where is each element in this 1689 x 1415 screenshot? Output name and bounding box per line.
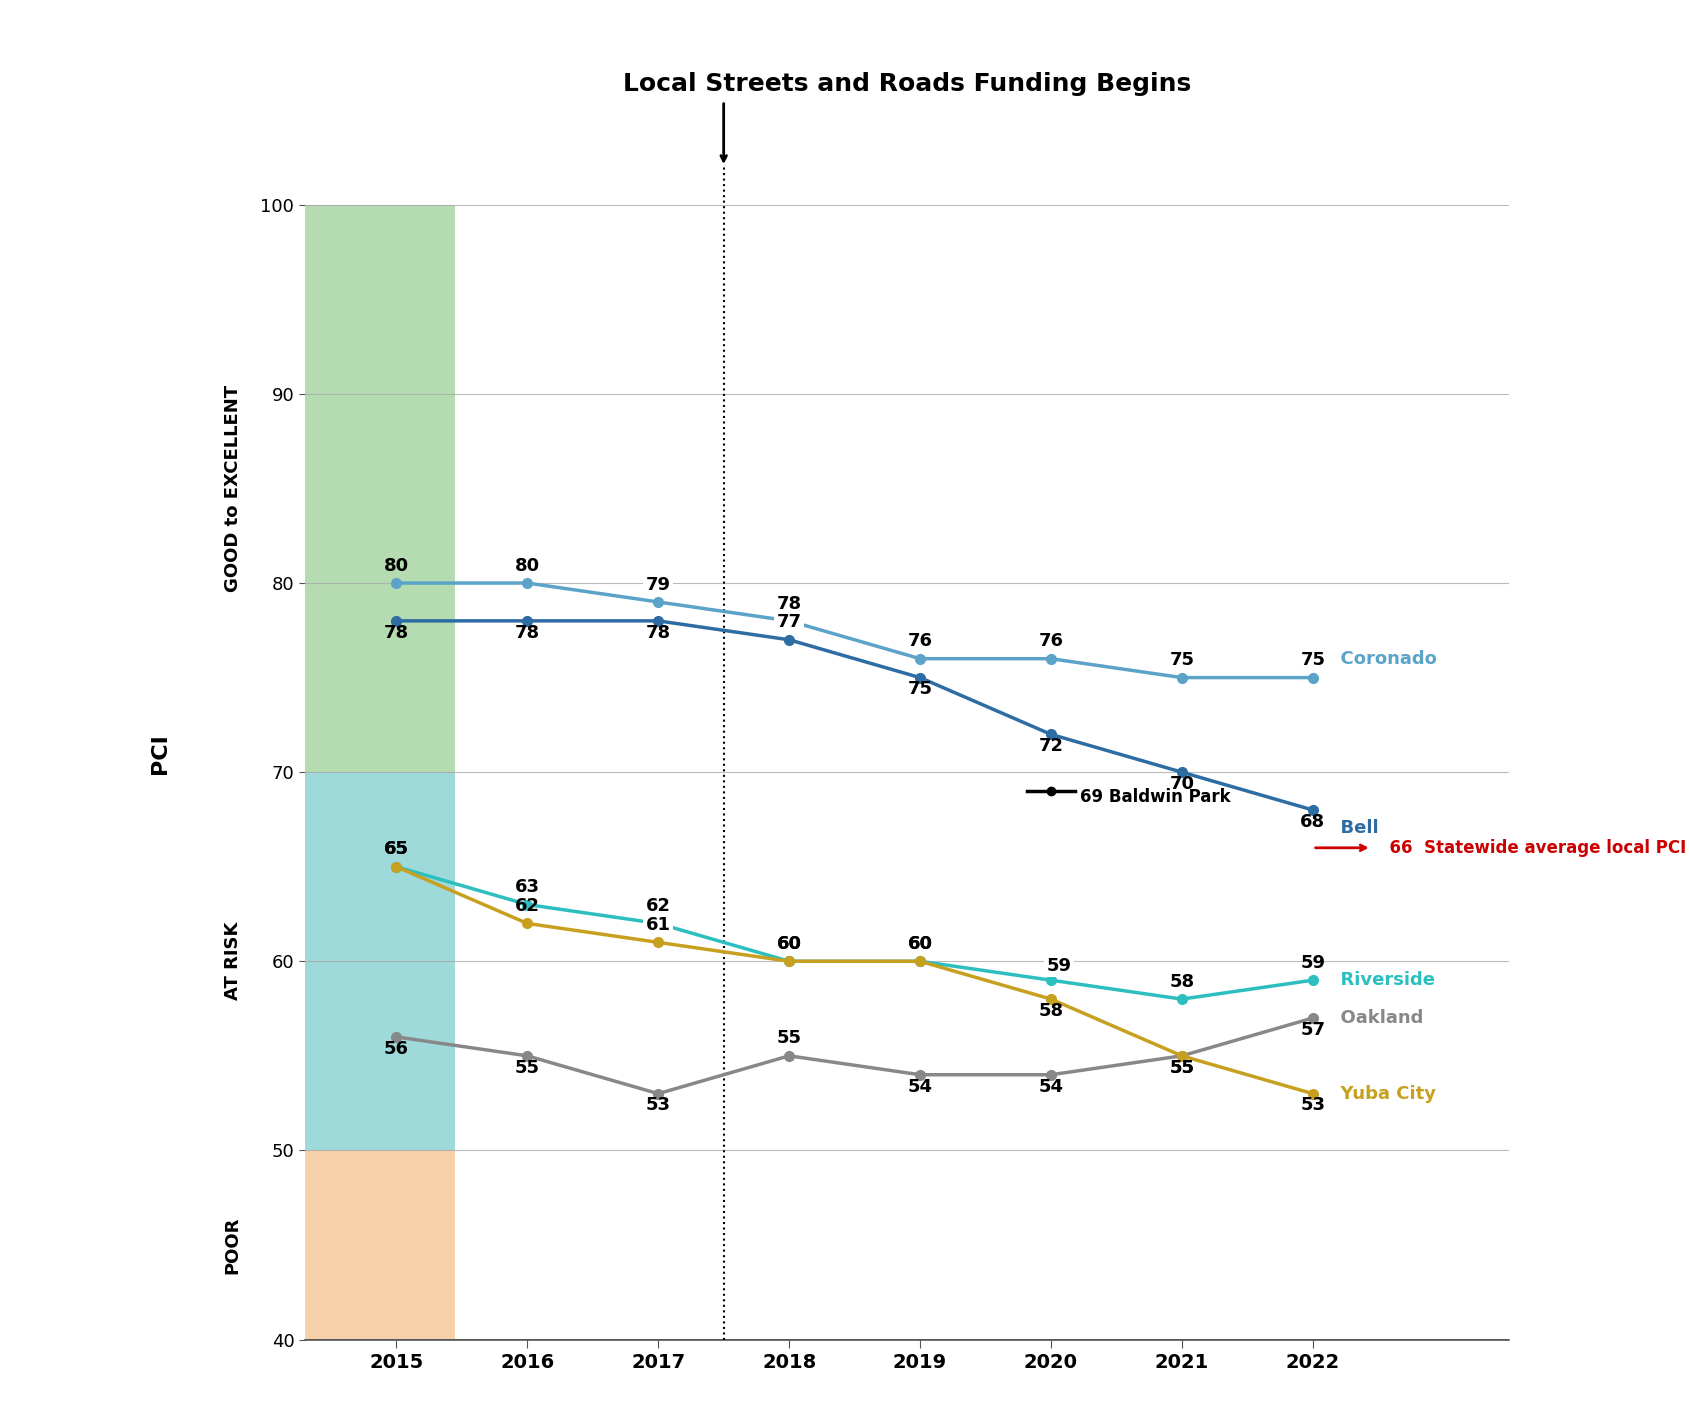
Text: 65: 65 [383, 841, 409, 859]
Bar [304, 1150, 454, 1340]
Text: 54: 54 [907, 1078, 932, 1095]
Text: 70: 70 [1169, 775, 1194, 792]
Text: 61: 61 [645, 916, 671, 934]
Bar [304, 773, 454, 1150]
Text: 58: 58 [1037, 1002, 1062, 1020]
Bar [304, 205, 454, 773]
Text: 79: 79 [645, 576, 671, 594]
Text: 60: 60 [777, 935, 801, 952]
Text: Yuba City: Yuba City [1328, 1085, 1436, 1102]
Text: 78: 78 [645, 624, 671, 641]
Text: 68: 68 [1299, 812, 1324, 831]
Text: Riverside: Riverside [1328, 971, 1434, 989]
Text: 80: 80 [383, 556, 409, 574]
Text: 60: 60 [907, 935, 932, 952]
Text: 57: 57 [1299, 1020, 1324, 1039]
Text: 65: 65 [383, 841, 409, 859]
Text: 77: 77 [777, 614, 801, 631]
Text: 75: 75 [907, 681, 932, 699]
Text: 75: 75 [1169, 651, 1194, 669]
Text: 80: 80 [515, 556, 539, 574]
Text: GOOD to EXCELLENT: GOOD to EXCELLENT [223, 385, 242, 591]
Text: 66  Statewide average local PCI: 66 Statewide average local PCI [1378, 839, 1686, 857]
Text: 53: 53 [645, 1097, 671, 1115]
Text: 60: 60 [777, 935, 801, 952]
Text: 60: 60 [907, 935, 932, 952]
Y-axis label: PCI: PCI [150, 733, 171, 774]
Text: 78: 78 [777, 594, 801, 613]
Text: 62: 62 [515, 897, 539, 916]
Text: 56: 56 [383, 1040, 409, 1058]
Text: 63: 63 [515, 879, 539, 896]
Text: 75: 75 [1299, 651, 1324, 669]
Title: Local Streets and Roads Funding Begins: Local Streets and Roads Funding Begins [623, 72, 1191, 96]
Text: 69 Baldwin Park: 69 Baldwin Park [1079, 788, 1230, 805]
Text: 55: 55 [515, 1058, 539, 1077]
Text: Bell: Bell [1328, 819, 1378, 838]
Text: 72: 72 [1037, 737, 1062, 756]
Text: 55: 55 [1169, 1058, 1194, 1077]
Text: 53: 53 [1299, 1097, 1324, 1115]
Text: 58: 58 [1169, 972, 1194, 990]
Text: 62: 62 [645, 897, 671, 916]
Text: AT RISK: AT RISK [223, 923, 242, 1000]
Text: 55: 55 [1169, 1058, 1194, 1077]
Text: 78: 78 [383, 624, 409, 641]
Text: POOR: POOR [223, 1217, 242, 1274]
Text: 55: 55 [777, 1030, 801, 1047]
Text: Coronado: Coronado [1328, 649, 1436, 668]
Text: 76: 76 [907, 633, 932, 651]
Text: 59: 59 [1299, 954, 1324, 972]
Text: 78: 78 [515, 624, 539, 641]
Text: 54: 54 [1037, 1078, 1062, 1095]
Bar [1253, 587, 1365, 640]
Text: Oakland: Oakland [1328, 1009, 1424, 1027]
Bar [1253, 492, 1365, 545]
Text: 76: 76 [1037, 633, 1062, 651]
Text: 59: 59 [1045, 957, 1071, 975]
